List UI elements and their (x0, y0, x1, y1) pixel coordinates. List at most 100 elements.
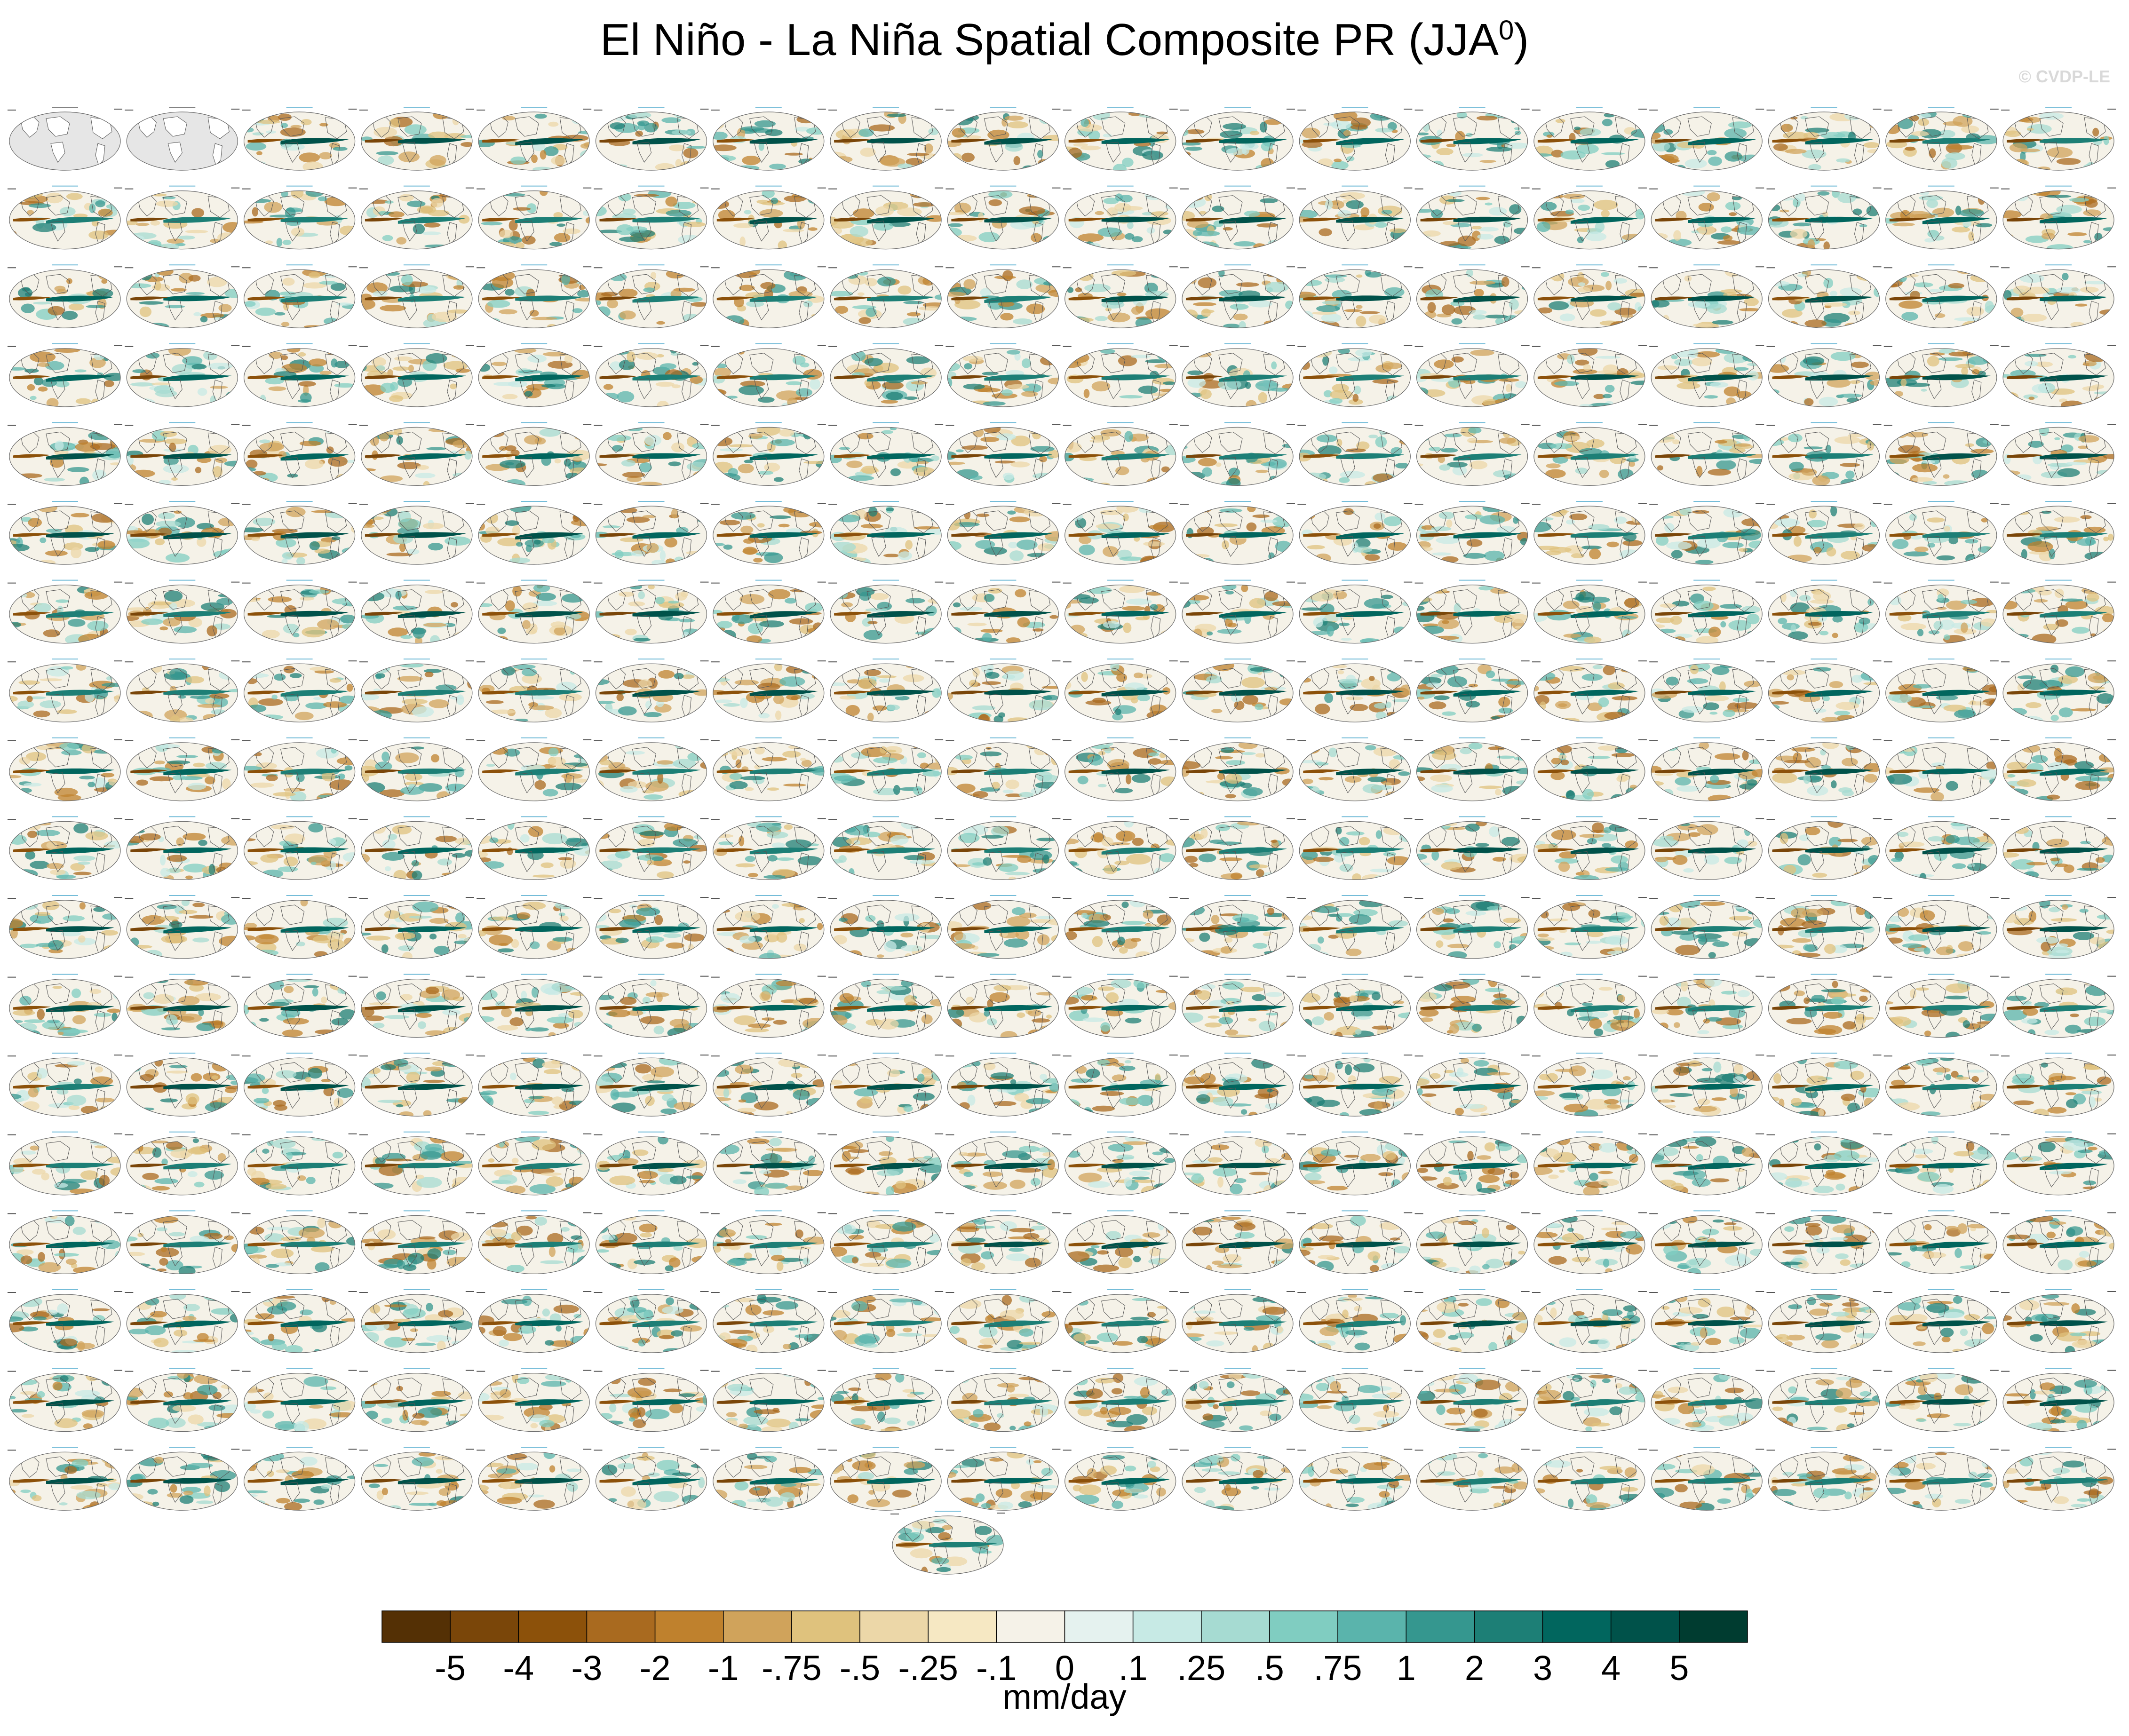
map-panel (711, 1447, 826, 1511)
map-panel (125, 501, 240, 565)
map-panel (1649, 1447, 1764, 1511)
map-panel (711, 343, 826, 407)
map-panel (359, 1368, 474, 1432)
map-panel (1532, 579, 1647, 644)
map-panel (1180, 107, 1295, 171)
map-panel (1883, 579, 1999, 644)
colorbar-box (1610, 1610, 1680, 1643)
map-panel (1766, 579, 1882, 644)
map-panel (828, 816, 944, 880)
map-panel (242, 343, 357, 407)
colorbar-box (928, 1610, 997, 1643)
map-panel (125, 343, 240, 407)
colorbar-tick-label: .5 (1255, 1649, 1284, 1688)
title-close: ) (1514, 15, 1529, 65)
map-panel (711, 422, 826, 486)
map-panel (1063, 974, 1178, 1038)
map-panel (1063, 264, 1178, 328)
map-panel (125, 974, 240, 1038)
map-panel (1414, 1289, 1530, 1353)
colorbar-box (1064, 1610, 1134, 1643)
map-panel (1532, 1368, 1647, 1432)
colorbar-box (1542, 1610, 1612, 1643)
map-panel (828, 658, 944, 722)
map-panel (8, 1210, 122, 1274)
colorbar-tick-label: .1 (1119, 1649, 1148, 1688)
map-panel (1766, 422, 1882, 486)
map-panel (1649, 343, 1764, 407)
map-panel (477, 422, 592, 486)
map-panel (477, 1368, 592, 1432)
map-panel (125, 1289, 240, 1353)
map-panel (242, 658, 357, 722)
colorbar-box (1679, 1610, 1748, 1643)
map-panel (359, 1447, 474, 1511)
map-panel (1180, 658, 1295, 722)
map-panel (1883, 1289, 1999, 1353)
map-panel (1649, 1053, 1764, 1117)
colorbar-tick-label: -1 (708, 1649, 739, 1688)
map-panel (594, 422, 709, 486)
map-panel (1414, 974, 1530, 1038)
map-panel (2001, 422, 2116, 486)
map-panel (594, 1053, 709, 1117)
map-panel (1063, 658, 1178, 722)
colorbar-box (996, 1610, 1065, 1643)
colorbar-box (859, 1610, 929, 1643)
map-panel (1414, 264, 1530, 328)
map-panel (711, 895, 826, 959)
map-panel (1180, 895, 1295, 959)
map-panel (1649, 895, 1764, 959)
map-panel (1766, 185, 1882, 250)
map-panel (477, 1210, 592, 1274)
colorbar-box (450, 1610, 519, 1643)
map-panel (2001, 658, 2116, 722)
map-panel (125, 895, 240, 959)
map-panel (2001, 185, 2116, 250)
map-panel (945, 737, 1061, 801)
colorbar-tick-label: -.25 (898, 1649, 958, 1688)
map-panel (945, 1210, 1061, 1274)
map-panel (477, 343, 592, 407)
map-panel (1414, 737, 1530, 801)
map-panel (945, 1368, 1061, 1432)
colorbar-tick-label: 2 (1465, 1649, 1484, 1688)
map-panel (359, 974, 474, 1038)
map-panel (125, 816, 240, 880)
map-panel (1414, 1368, 1530, 1432)
map-panel (1766, 1210, 1882, 1274)
map-panel (1297, 658, 1413, 722)
map-panel (945, 185, 1061, 250)
map-panel (945, 816, 1061, 880)
map-panel (711, 1131, 826, 1196)
map-panel (125, 422, 240, 486)
map-panel (1414, 658, 1530, 722)
colorbar-box (381, 1610, 451, 1643)
map-panel (1649, 658, 1764, 722)
colorbar-box (1406, 1610, 1475, 1643)
map-panel (125, 107, 240, 171)
colorbar-box (654, 1610, 724, 1643)
colorbar-tick-label: -.1 (976, 1649, 1017, 1688)
map-panel (8, 579, 122, 644)
map-panel (242, 816, 357, 880)
map-panel (1414, 816, 1530, 880)
map-panel (711, 107, 826, 171)
map-panel (1883, 974, 1999, 1038)
map-panel (1063, 1368, 1178, 1432)
map-panel (1063, 1447, 1178, 1511)
map-panel (477, 501, 592, 565)
map-panel (477, 1131, 592, 1196)
colorbar-tick-label: -.75 (762, 1649, 822, 1688)
map-panel (711, 737, 826, 801)
map-panel (945, 1447, 1061, 1511)
colorbar-box (723, 1610, 792, 1643)
map-panel (1532, 658, 1647, 722)
map-panel (1063, 1131, 1178, 1196)
map-panel (1883, 107, 1999, 171)
map-panel (1532, 264, 1647, 328)
map-panel (945, 264, 1061, 328)
page-title: El Niño - La Niña Spatial Composite PR (… (0, 14, 2129, 66)
map-panel (1532, 1210, 1647, 1274)
